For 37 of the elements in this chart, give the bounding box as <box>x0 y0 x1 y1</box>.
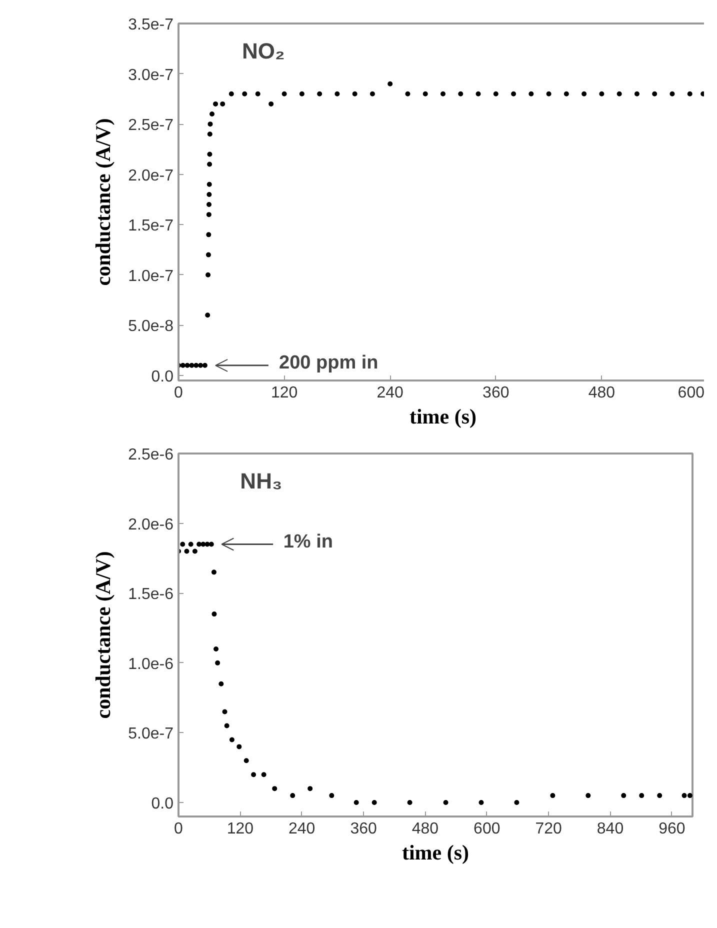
x-tick-label: 360 <box>350 820 377 838</box>
x-tick-label: 840 <box>596 820 624 838</box>
y-tick-label: 3.0e-7 <box>128 66 174 84</box>
x-tick-label: 120 <box>226 820 254 838</box>
text: NO₂ <box>242 38 285 64</box>
x-tick-label: 600 <box>474 820 500 838</box>
x-tick-label: 120 <box>270 384 298 402</box>
x-tick-label: 960 <box>658 820 686 838</box>
x-tick-label: 0 <box>174 384 184 402</box>
x-tick-label: 0 <box>174 820 184 838</box>
y-tick-label: 2.0e-6 <box>128 516 174 534</box>
y-tick-label: 5.0e-8 <box>128 318 174 336</box>
x-tick-label: 360 <box>482 384 510 402</box>
y-tick-label: 1.0e-7 <box>128 268 174 285</box>
x-tick-label: 480 <box>412 820 439 838</box>
y-tick-label: 2.5e-7 <box>128 117 174 134</box>
y-tick-label: 5.0e-7 <box>128 726 174 743</box>
y-tick-label: 2.0e-7 <box>128 167 174 184</box>
annotation: 200 ppm in <box>279 352 378 374</box>
annotation: 1% in <box>283 531 333 552</box>
x-tick-label: 720 <box>535 820 562 838</box>
x-tick-label: 240 <box>288 820 316 838</box>
y-tick-label: 1.5e-6 <box>128 586 174 604</box>
y-tick-label: 2.5e-6 <box>128 446 174 464</box>
text: NH₃ <box>240 468 282 494</box>
x-axis-title: time (s) <box>409 404 477 428</box>
x-tick-label: 480 <box>588 384 616 402</box>
y-axis-title: conductance (A/V) <box>91 551 116 719</box>
x-tick-label: 600 <box>678 384 705 402</box>
y-tick-label: 0.0 <box>151 368 174 386</box>
x-tick-label: 240 <box>376 384 404 402</box>
y-tick-label: 1.5e-7 <box>128 218 174 235</box>
y-tick-label: 3.5e-7 <box>128 16 174 34</box>
y-tick-label: 1.0e-6 <box>128 656 174 673</box>
x-axis-title: time (s) <box>402 840 470 864</box>
y-tick-label: 0.0 <box>151 796 174 813</box>
y-axis-title: conductance (A/V) <box>91 118 116 286</box>
